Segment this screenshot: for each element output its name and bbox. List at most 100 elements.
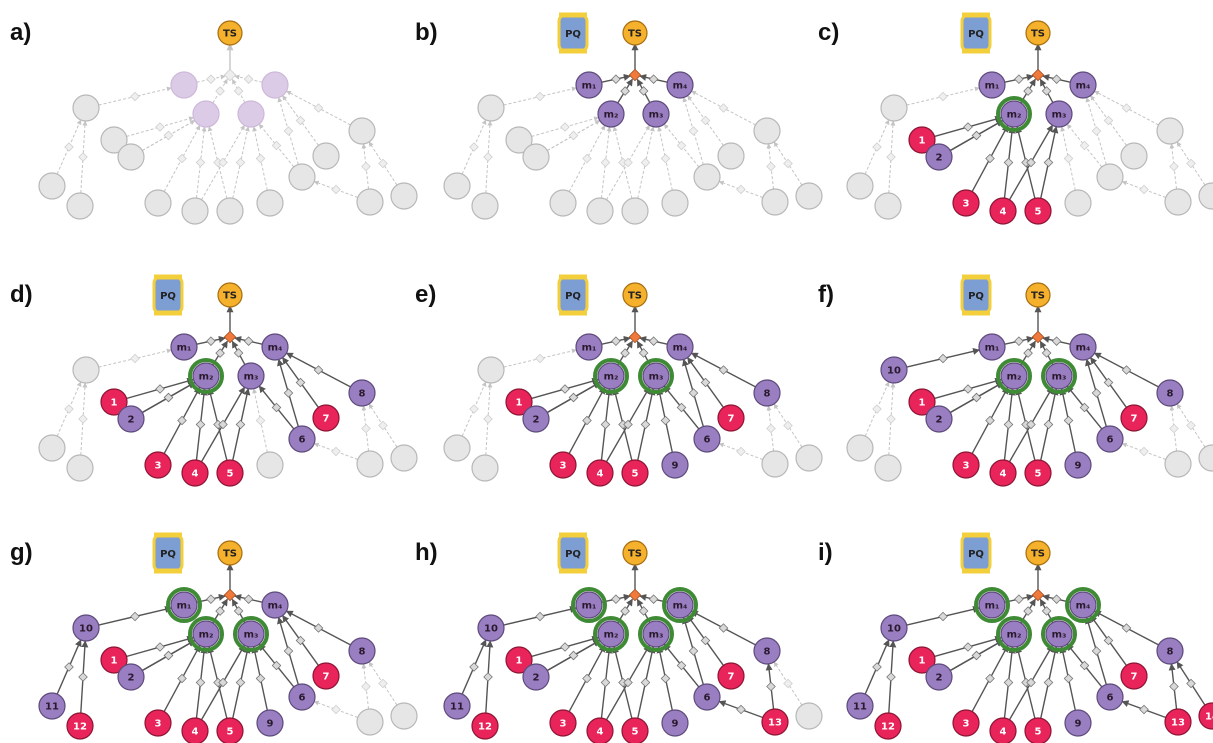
node-m3: m₃ <box>233 616 269 652</box>
edge-n13-n6 <box>313 442 358 460</box>
edge-diamond <box>64 142 74 152</box>
edge-diamond <box>483 672 493 682</box>
node-label: 2 <box>533 415 540 426</box>
edge-diamond <box>130 353 140 364</box>
node-n8: 8 <box>753 379 781 407</box>
edge-diamond <box>361 681 371 692</box>
node-n4 <box>181 197 209 225</box>
node-m3 <box>237 100 265 128</box>
ts-node: TS <box>217 540 243 566</box>
node-n5: 5 <box>216 717 244 743</box>
node-n14: 14 <box>1198 702 1213 730</box>
hub-diamond <box>1031 330 1045 344</box>
hub-diamond <box>223 68 237 82</box>
edge-diamond <box>1041 86 1052 96</box>
edge-diamond <box>361 161 371 172</box>
node-circle <box>549 709 577 737</box>
node-n4: 4 <box>989 459 1017 487</box>
edge-n13-n6 <box>313 700 358 718</box>
pq-queue: PQ <box>557 532 589 574</box>
edge-n4-m3 <box>201 124 245 200</box>
edge-diamond <box>255 415 266 426</box>
edge-diamond <box>688 126 699 136</box>
node-circle <box>443 434 471 462</box>
ts-label: TS <box>1031 291 1045 302</box>
node-circle <box>1069 591 1097 619</box>
edge-diamond <box>378 678 388 689</box>
node-n3 <box>549 189 577 217</box>
edge-diamond <box>331 184 341 195</box>
pq-queue: PQ <box>960 274 992 316</box>
edge-diamond <box>1041 348 1052 358</box>
node-n1: 1 <box>100 646 128 674</box>
edge-diamond <box>243 594 254 604</box>
edge-diamond <box>177 673 187 684</box>
node-label: 1 <box>516 656 523 667</box>
edge-diamond <box>361 423 371 434</box>
node-label: 3 <box>963 719 970 730</box>
edge-diamond <box>660 673 671 684</box>
hub-diamond <box>1031 588 1045 602</box>
node-n3: 3 <box>952 189 980 217</box>
edge-diamond <box>483 414 493 424</box>
ts-circle <box>622 540 648 566</box>
edge-diamond <box>700 377 711 388</box>
node-label: m₄ <box>268 601 283 612</box>
edge-diamond <box>535 353 545 364</box>
edge-diamond <box>1023 86 1033 96</box>
node-circle <box>597 362 625 390</box>
node-n4: 4 <box>989 717 1017 743</box>
node-n14 <box>390 444 418 472</box>
node-n8 <box>348 117 376 145</box>
node-label: 3 <box>963 199 970 210</box>
node-label: 6 <box>704 435 711 446</box>
ts-label: TS <box>223 549 237 560</box>
node-circle <box>348 379 376 407</box>
edge-diamond <box>469 662 479 672</box>
edge-diamond <box>1023 606 1033 616</box>
edge-diamond <box>177 153 187 164</box>
node-n9 <box>661 189 689 217</box>
node-n13 <box>356 188 384 216</box>
node-label: m₁ <box>582 343 597 354</box>
node-label: m₁ <box>985 601 1000 612</box>
node-circle <box>621 197 649 225</box>
pq-queue: PQ <box>557 274 589 316</box>
pq-label: PQ <box>160 291 176 302</box>
edge-diamond <box>378 420 388 431</box>
node-m1: m₁ <box>170 333 198 361</box>
panel-label: a) <box>10 19 31 46</box>
node-circle <box>390 702 418 730</box>
edge-diamond <box>640 677 651 688</box>
node-n5: 5 <box>621 459 649 487</box>
node-m2: m₂ <box>188 358 224 394</box>
node-circle <box>471 192 499 220</box>
edge-diamond <box>195 677 206 688</box>
node-n3: 3 <box>144 709 172 737</box>
node-m1: m₁ <box>575 333 603 361</box>
edge-diamond <box>235 677 246 688</box>
panel-label: e) <box>415 281 436 308</box>
node-m3: m₃ <box>237 362 265 390</box>
node-circle <box>471 712 499 740</box>
node-n2: 2 <box>522 663 550 691</box>
node-label: 7 <box>323 672 330 683</box>
node-label: m₁ <box>177 601 192 612</box>
node-label: 3 <box>963 461 970 472</box>
selected-ring <box>1065 587 1101 623</box>
node-circle <box>192 620 220 648</box>
node-circle <box>237 620 265 648</box>
ts-circle <box>1025 540 1051 566</box>
edge-diamond <box>1186 678 1196 689</box>
node-m1: m₁ <box>978 71 1006 99</box>
node-n11 <box>38 172 66 200</box>
node-n11 <box>443 172 471 200</box>
ts-node: TS <box>622 20 648 46</box>
node-label: m₂ <box>199 372 214 383</box>
node-circle <box>288 683 316 711</box>
node-n7 <box>312 142 340 170</box>
node-circle <box>144 709 172 737</box>
node-circle <box>256 451 284 479</box>
node-label: 8 <box>359 647 366 658</box>
edge-diamond <box>783 420 793 431</box>
